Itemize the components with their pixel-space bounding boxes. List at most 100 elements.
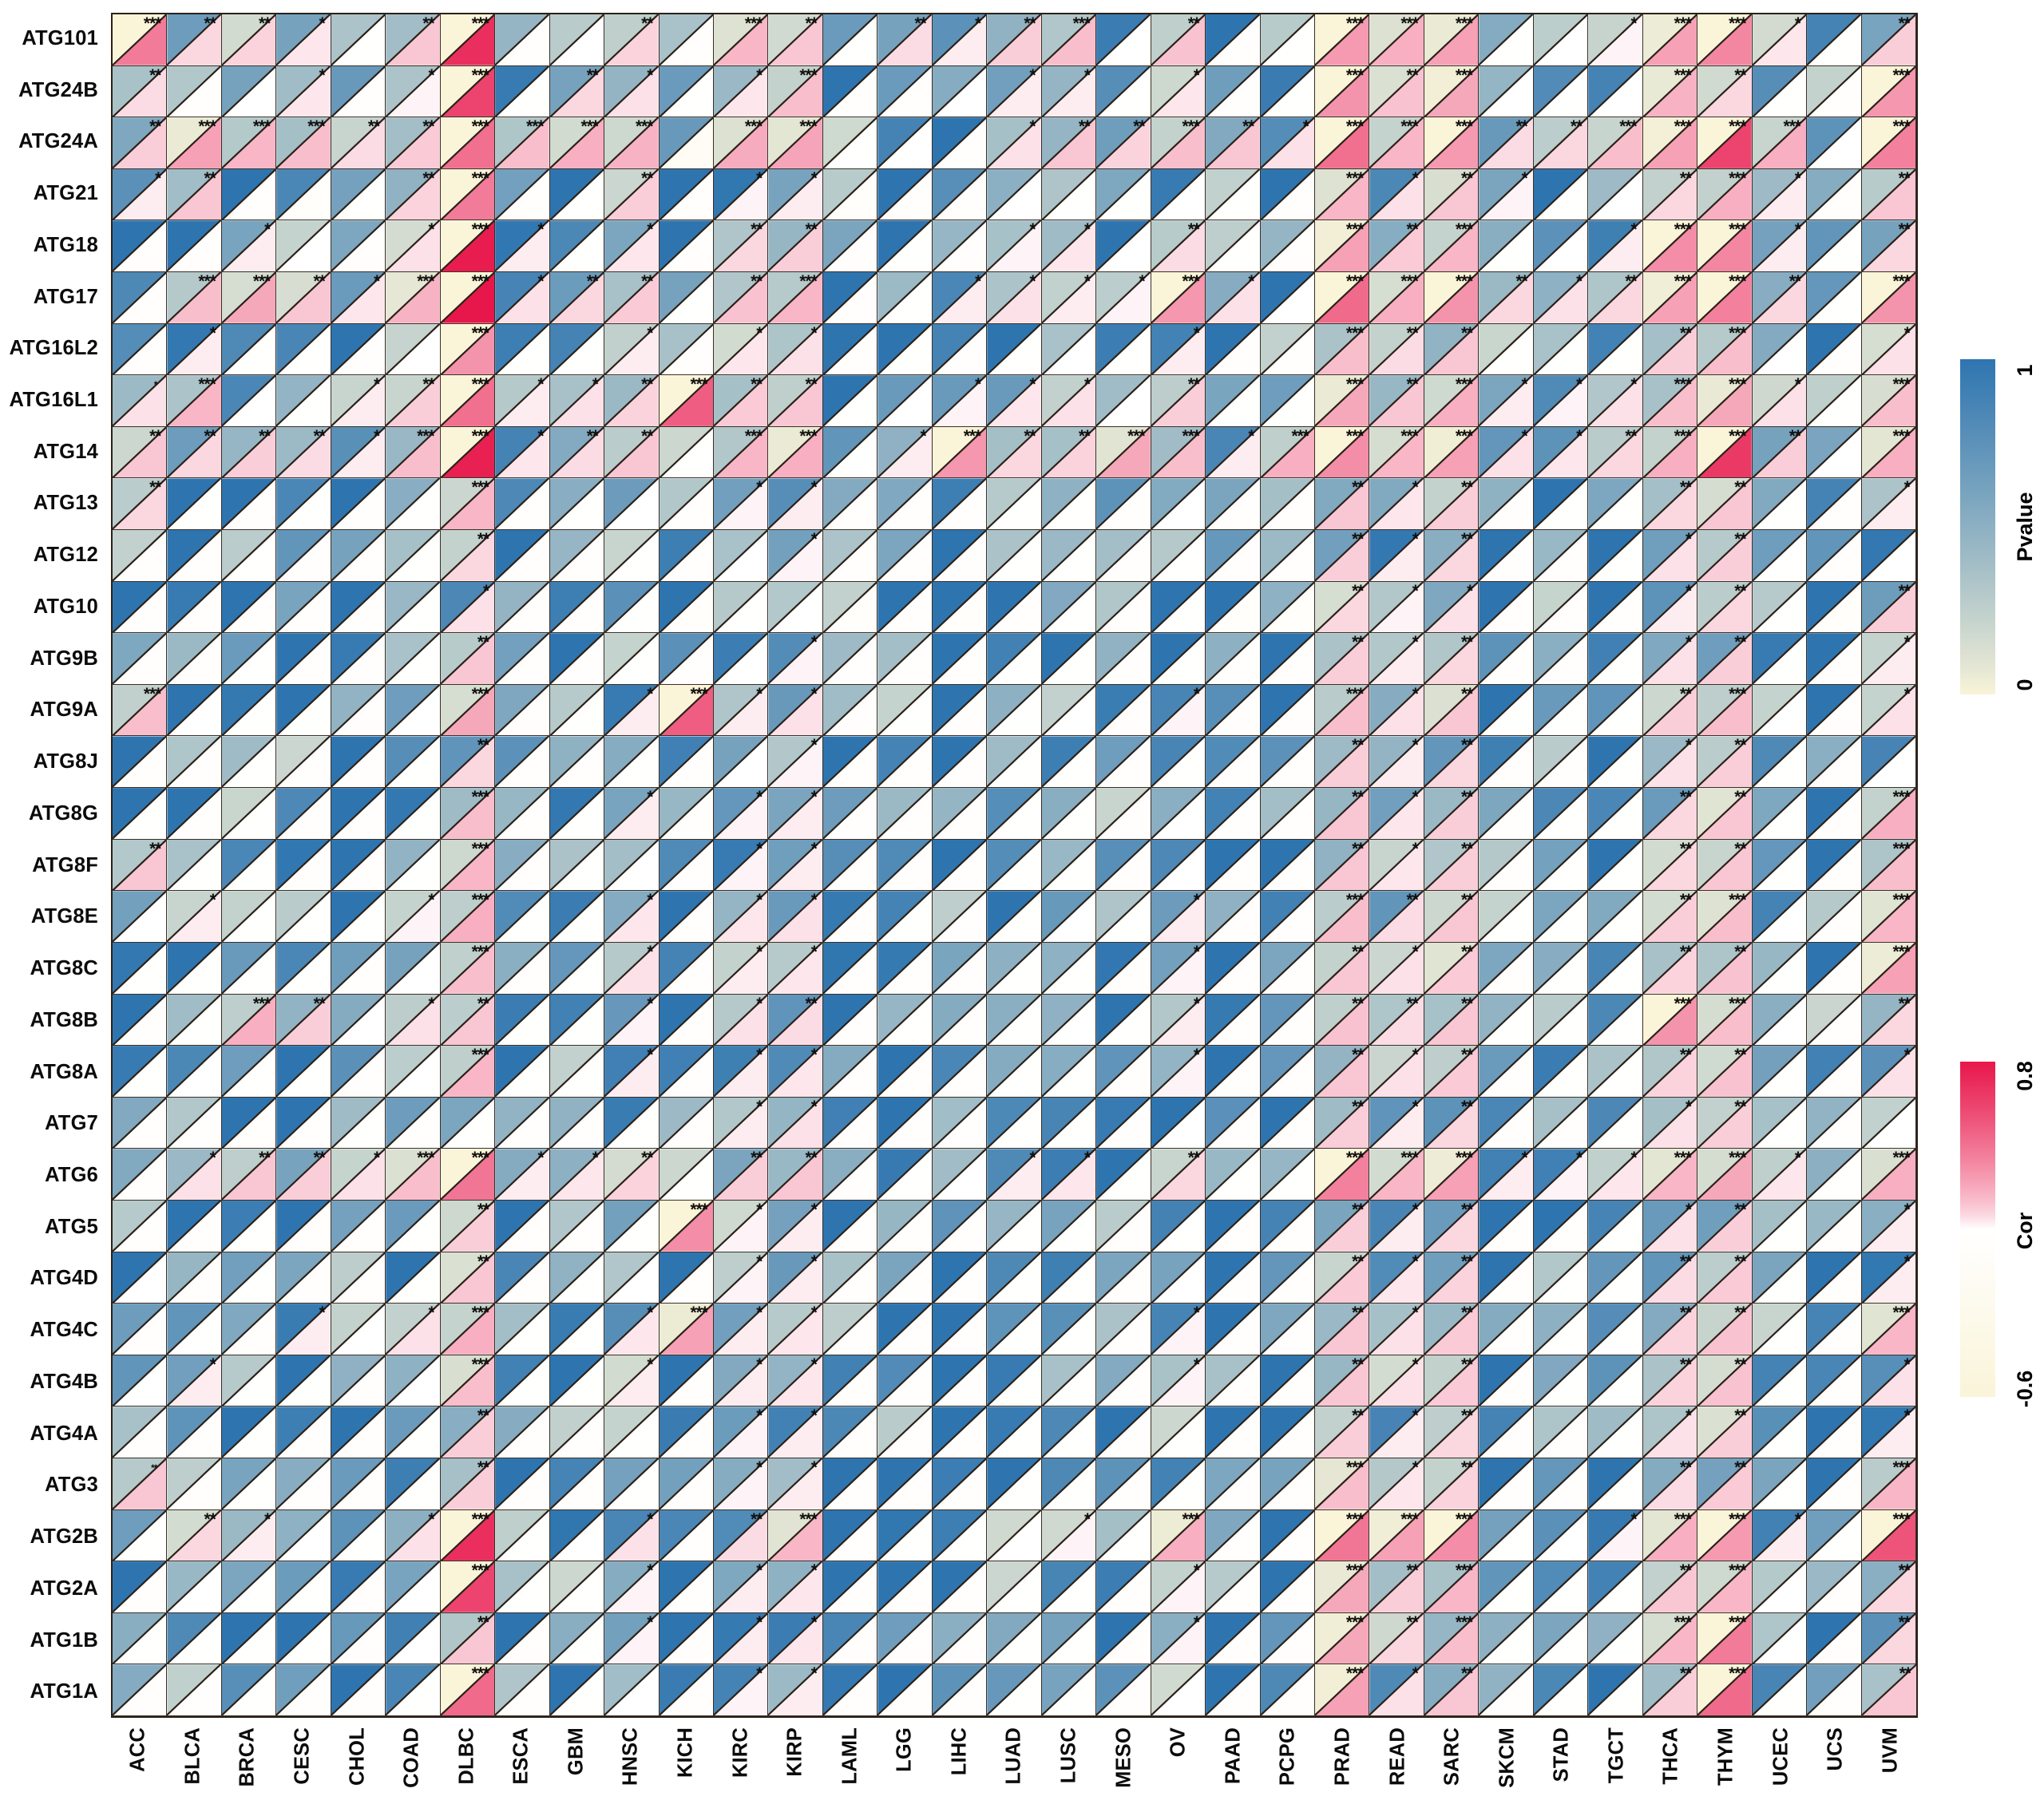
- column-label-chol: CHOL: [346, 1727, 369, 1786]
- significance-marker: ***: [1892, 1458, 1911, 1477]
- significance-marker: *: [647, 1304, 653, 1323]
- significance-marker: ***: [198, 375, 216, 394]
- heatmap-cell: [221, 684, 277, 737]
- heatmap-cell: [1479, 1200, 1534, 1252]
- column-label-skcm: SKCM: [1495, 1727, 1519, 1788]
- heatmap-cell: *: [768, 1097, 823, 1149]
- heatmap-cell: **: [1369, 891, 1424, 943]
- column-label-wrap: UVM: [1863, 1724, 1918, 1810]
- significance-marker: **: [1734, 1252, 1746, 1271]
- heatmap-cell: ***: [440, 168, 496, 221]
- heatmap-cell: *: [1369, 1406, 1424, 1458]
- heatmap-cell: [1206, 65, 1261, 118]
- heatmap-cell: [1260, 530, 1315, 582]
- heatmap-cell: **: [713, 272, 769, 324]
- heatmap-cell: [822, 1458, 878, 1510]
- heatmap-cell: **: [1861, 1612, 1916, 1665]
- heatmap-cell: **: [167, 1509, 222, 1562]
- significance-marker: *: [374, 272, 380, 291]
- heatmap-cell: *: [713, 1046, 769, 1098]
- significance-marker: ***: [471, 1561, 490, 1581]
- heatmap-cell: [221, 1458, 277, 1510]
- significance-marker: *: [1903, 478, 1911, 497]
- heatmap-cell: ***: [1861, 117, 1916, 169]
- heatmap-cell: [932, 684, 988, 737]
- significance-marker: **: [149, 117, 161, 136]
- heatmap-cell: *: [987, 272, 1042, 324]
- heatmap-cell: [1041, 633, 1097, 685]
- heatmap-cell: [113, 323, 168, 376]
- heatmap-cell: **: [1424, 1252, 1480, 1304]
- heatmap-cell: ***: [1697, 1612, 1753, 1665]
- heatmap-cell: *: [1151, 942, 1206, 995]
- heatmap-cell: [659, 220, 714, 273]
- significance-marker: *: [810, 323, 818, 342]
- heatmap-cell: [877, 581, 933, 634]
- heatmap-cell: *: [713, 994, 769, 1046]
- significance-marker: *: [264, 220, 271, 239]
- heatmap-cell: [987, 1509, 1042, 1562]
- significance-marker: **: [641, 1149, 653, 1168]
- heatmap-cell: **: [1697, 530, 1753, 582]
- heatmap-cell: [331, 788, 386, 840]
- significance-marker: ***: [1729, 994, 1747, 1013]
- column-label-kirp: KIRP: [783, 1727, 806, 1777]
- column-label-ucs: UCS: [1824, 1727, 1847, 1771]
- heatmap-cell: [221, 1612, 277, 1665]
- significance-marker: **: [367, 117, 380, 136]
- significance-marker: *: [1302, 117, 1309, 136]
- significance-marker: **: [1187, 375, 1200, 394]
- significance-marker: ***: [1455, 1612, 1474, 1632]
- heatmap-cell: [1151, 530, 1206, 582]
- heatmap-cell: [604, 530, 660, 582]
- significance-marker: **: [1734, 736, 1746, 755]
- heatmap-cell: [1479, 1509, 1534, 1562]
- significance-marker: *: [374, 1149, 380, 1168]
- heatmap-cell: [877, 1200, 933, 1252]
- heatmap-cell: **: [713, 1149, 769, 1201]
- significance-marker: ***: [1455, 272, 1474, 291]
- significance-marker: *: [428, 1304, 435, 1323]
- heatmap-cell: [1588, 581, 1643, 634]
- heatmap-cell: [932, 117, 988, 169]
- heatmap-cell: [167, 1200, 222, 1252]
- significance-marker: *: [1193, 1561, 1200, 1581]
- significance-marker: ***: [1400, 272, 1419, 291]
- heatmap-cell: [495, 1664, 550, 1716]
- heatmap-cell: **: [1697, 788, 1753, 840]
- heatmap-cell: [167, 684, 222, 737]
- row-label-atg8e: ATG8E: [30, 905, 98, 928]
- heatmap-cell: ***: [167, 272, 222, 324]
- significance-marker: ***: [471, 839, 490, 858]
- heatmap-cell: [987, 1046, 1042, 1098]
- heatmap-cell: [877, 1046, 933, 1098]
- significance-marker: **: [259, 1149, 271, 1168]
- heatmap-cell: [1533, 839, 1589, 892]
- heatmap-cell: [768, 581, 823, 634]
- heatmap-cell: [331, 1097, 386, 1149]
- heatmap-cell: [276, 633, 331, 685]
- heatmap-cell: [1479, 736, 1534, 789]
- heatmap-cell: [495, 1200, 550, 1252]
- significance-marker: ***: [471, 426, 490, 445]
- significance-marker: ***: [1182, 117, 1201, 136]
- heatmap-cell: ***: [1642, 1149, 1698, 1201]
- heatmap-cell: *: [1861, 684, 1916, 737]
- heatmap-cell: **: [1642, 1046, 1698, 1098]
- column-label-read: READ: [1386, 1727, 1409, 1786]
- heatmap-cell: **: [1314, 581, 1370, 634]
- significance-marker: *: [1467, 581, 1473, 600]
- significance-marker: *: [756, 788, 763, 807]
- heatmap-cell: ***: [440, 426, 496, 479]
- heatmap-cell: *: [1151, 65, 1206, 118]
- significance-marker: ***: [471, 14, 490, 33]
- column-label-ov: OV: [1167, 1727, 1190, 1758]
- heatmap-cell: [495, 942, 550, 995]
- heatmap-cell: *: [1588, 1149, 1643, 1201]
- significance-marker: ***: [1400, 1149, 1419, 1168]
- heatmap-cell: [604, 1406, 660, 1458]
- heatmap-cell: [113, 1149, 168, 1201]
- significance-marker: **: [1461, 323, 1473, 342]
- heatmap-cell: [932, 1355, 988, 1407]
- significance-marker: **: [477, 994, 489, 1013]
